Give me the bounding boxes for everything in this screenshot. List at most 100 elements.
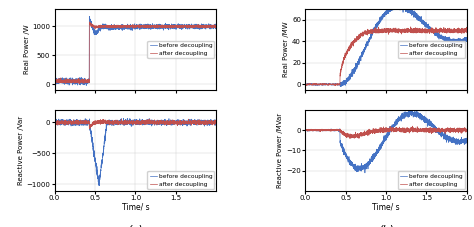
after decoupling [461,28,467,31]
before decoupling [114,122,119,125]
after decoupling [87,128,92,130]
before decoupling [121,117,127,120]
after decoupling [52,78,57,81]
X-axis label: Time/ s: Time/ s [121,202,149,211]
after decoupling [302,82,308,85]
after decoupling [210,25,216,28]
Line: after decoupling: after decoupling [55,22,216,84]
after decoupling [114,26,119,29]
before decoupling [70,81,76,84]
Y-axis label: Reactive Power /MVar: Reactive Power /MVar [277,113,283,188]
before decoupling [193,120,199,123]
before decoupling [330,130,336,132]
after decoupling [461,129,467,132]
Text: (a): (a) [128,225,143,227]
after decoupling [121,123,127,126]
Legend: before decoupling, after decoupling: before decoupling, after decoupling [398,41,465,58]
after decoupling [121,25,127,28]
Y-axis label: Reactive Power /Var: Reactive Power /Var [18,116,24,185]
before decoupling [321,83,327,86]
after decoupling [193,25,199,28]
after decoupling [365,29,370,32]
after decoupling [321,83,327,86]
before decoupling [121,121,127,123]
before decoupling [52,118,57,121]
before decoupling [464,137,470,139]
before decoupling [444,141,449,144]
after decoupling [330,83,336,86]
Line: before decoupling: before decoupling [55,16,216,86]
before decoupling [410,108,416,111]
before decoupling [80,80,85,83]
before decoupling [365,162,370,165]
after decoupling [464,129,470,132]
before decoupling [114,26,119,28]
Line: after decoupling: after decoupling [55,119,216,129]
Line: before decoupling: before decoupling [305,110,467,173]
before decoupling [372,29,377,32]
before decoupling [362,171,368,174]
after decoupling [80,120,85,123]
before decoupling [83,84,89,87]
after decoupling [70,121,76,123]
after decoupling [80,79,85,82]
after decoupling [321,128,327,131]
X-axis label: Time/ s: Time/ s [372,202,400,211]
before decoupling [97,184,102,187]
before decoupling [121,25,127,27]
before decoupling [210,24,216,26]
before decoupling [464,39,470,41]
after decoupling [347,137,353,140]
after decoupling [372,29,377,32]
before decoupling [213,25,219,28]
after decoupling [302,129,308,132]
Legend: before decoupling, after decoupling: before decoupling, after decoupling [147,171,214,189]
after decoupling [213,25,219,27]
after decoupling [87,21,92,23]
after decoupling [464,29,470,32]
before decoupling [52,77,57,80]
before decoupling [210,122,216,125]
after decoupling [372,130,377,132]
after decoupling [70,80,76,82]
before decoupling [70,122,76,125]
before decoupling [330,83,336,86]
before decoupling [461,40,467,43]
Line: after decoupling: after decoupling [305,126,467,138]
before decoupling [302,83,308,86]
after decoupling [52,120,57,122]
after decoupling [210,120,216,123]
before decoupling [302,129,308,131]
Y-axis label: Real Power /W: Real Power /W [24,25,29,74]
after decoupling [410,125,415,128]
after decoupling [444,129,449,132]
after decoupling [408,25,413,28]
Y-axis label: Real Power /MW: Real Power /MW [283,22,289,77]
before decoupling [338,85,344,88]
before decoupling [80,119,85,122]
before decoupling [213,120,219,123]
before decoupling [461,141,467,143]
before decoupling [444,38,449,41]
after decoupling [193,123,199,126]
Line: before decoupling: before decoupling [55,118,216,185]
after decoupling [114,121,119,123]
before decoupling [372,154,377,156]
after decoupling [365,132,370,135]
Line: after decoupling: after decoupling [305,27,467,85]
before decoupling [365,42,370,44]
before decoupling [321,129,327,132]
before decoupling [193,25,199,27]
after decoupling [186,118,191,121]
after decoupling [444,31,449,33]
after decoupling [330,129,336,131]
before decoupling [395,2,401,4]
after decoupling [77,82,82,85]
Legend: before decoupling, after decoupling: before decoupling, after decoupling [147,41,214,58]
after decoupling [303,84,309,87]
Text: (b): (b) [378,225,394,227]
Legend: before decoupling, after decoupling: before decoupling, after decoupling [398,171,465,189]
before decoupling [87,15,92,18]
Line: before decoupling: before decoupling [305,3,467,86]
after decoupling [213,121,219,123]
